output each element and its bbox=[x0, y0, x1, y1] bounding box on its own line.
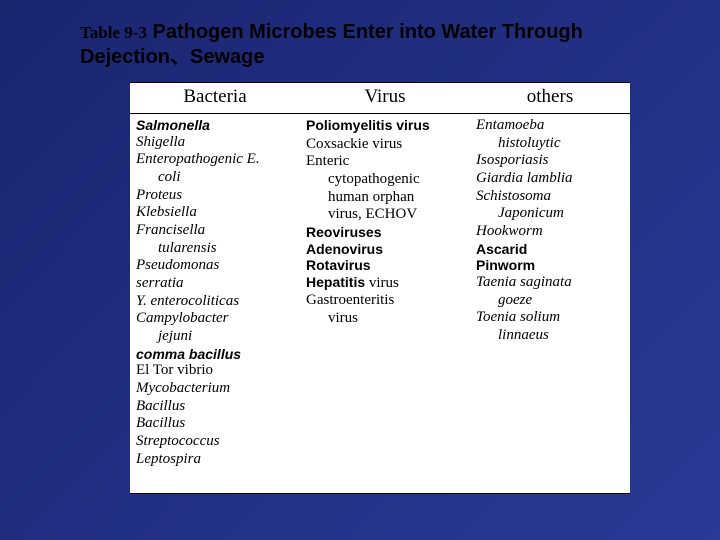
virus-item: virus, ECHOV bbox=[306, 206, 464, 224]
bacteria-item: Mycobacterium bbox=[136, 380, 294, 398]
title-main: Pathogen Microbes Enter into Water Throu… bbox=[152, 21, 582, 43]
others-item: Ascarid bbox=[476, 241, 624, 258]
others-item: Pinworm bbox=[476, 257, 624, 274]
bacteria-item: Klebsiella bbox=[136, 204, 294, 222]
others-item: Taenia saginata bbox=[476, 274, 624, 292]
virus-item: Poliomyelitis virus bbox=[306, 117, 464, 136]
others-item: goeze bbox=[476, 292, 624, 310]
title-line-1: Table 9-3 Pathogen Microbes Enter into W… bbox=[80, 20, 680, 45]
bacteria-item: Salmonella bbox=[136, 117, 294, 134]
table-header-row: Bacteria Virus others bbox=[130, 82, 630, 114]
bacteria-item: Streptococcus bbox=[136, 433, 294, 451]
bacteria-item: comma bacillus bbox=[136, 346, 294, 363]
bacteria-item: serratia bbox=[136, 275, 294, 293]
virus-item: virus bbox=[306, 310, 464, 328]
bacteria-item: Campylobacter bbox=[136, 310, 294, 328]
virus-item: Hepatitis virus bbox=[306, 274, 464, 293]
virus-item: Adenovirus bbox=[306, 241, 464, 258]
col-header-bacteria: Bacteria bbox=[130, 83, 300, 113]
bacteria-item: Enteropathogenic E. bbox=[136, 151, 294, 169]
title-line-2: Dejection、Sewage bbox=[80, 45, 680, 70]
col-header-virus: Virus bbox=[300, 83, 470, 113]
others-item: histoluytic bbox=[476, 135, 624, 153]
others-item: Japonicum bbox=[476, 205, 624, 223]
virus-item: Rotavirus bbox=[306, 257, 464, 274]
bacteria-cell: Salmonella Shigella Enteropathogenic E. … bbox=[130, 114, 300, 493]
virus-item: cytopathogenic bbox=[306, 171, 464, 189]
virus-item: Reoviruses bbox=[306, 224, 464, 241]
table-body-row: Salmonella Shigella Enteropathogenic E. … bbox=[130, 114, 630, 494]
others-item: Isosporiasis bbox=[476, 152, 624, 170]
virus-cell: Poliomyelitis virus Coxsackie virus Ente… bbox=[300, 114, 470, 493]
virus-item: Gastroenteritis bbox=[306, 292, 464, 310]
bacteria-item: Y. enterocoliticas bbox=[136, 293, 294, 311]
bacteria-item: Pseudomonas bbox=[136, 257, 294, 275]
bacteria-item: El Tor vibrio bbox=[136, 362, 294, 380]
others-item: Toenia solium bbox=[476, 309, 624, 327]
pathogen-table: Bacteria Virus others Salmonella Shigell… bbox=[130, 82, 630, 494]
bacteria-item: Bacillus bbox=[136, 398, 294, 416]
virus-item: Enteric bbox=[306, 153, 464, 171]
bacteria-item: tularensis bbox=[136, 240, 294, 258]
others-cell: Entamoeba histoluytic Isosporiasis Giard… bbox=[470, 114, 630, 493]
table-label: Table 9-3 bbox=[80, 23, 147, 42]
bacteria-item: Proteus bbox=[136, 187, 294, 205]
bacteria-item: Francisella bbox=[136, 222, 294, 240]
bacteria-item: jejuni bbox=[136, 328, 294, 346]
others-item: Hookworm bbox=[476, 223, 624, 241]
bacteria-item: Shigella bbox=[136, 134, 294, 152]
col-header-others: others bbox=[470, 83, 630, 113]
virus-item: Coxsackie virus bbox=[306, 136, 464, 154]
bacteria-item: coli bbox=[136, 169, 294, 187]
bacteria-item: Bacillus bbox=[136, 415, 294, 433]
others-item: Entamoeba bbox=[476, 117, 624, 135]
title-block: Table 9-3 Pathogen Microbes Enter into W… bbox=[80, 20, 680, 70]
others-item: linnaeus bbox=[476, 327, 624, 345]
bacteria-item: Leptospira bbox=[136, 451, 294, 469]
others-item: Schistosoma bbox=[476, 188, 624, 206]
others-item: Giardia lamblia bbox=[476, 170, 624, 188]
virus-item: human orphan bbox=[306, 189, 464, 207]
